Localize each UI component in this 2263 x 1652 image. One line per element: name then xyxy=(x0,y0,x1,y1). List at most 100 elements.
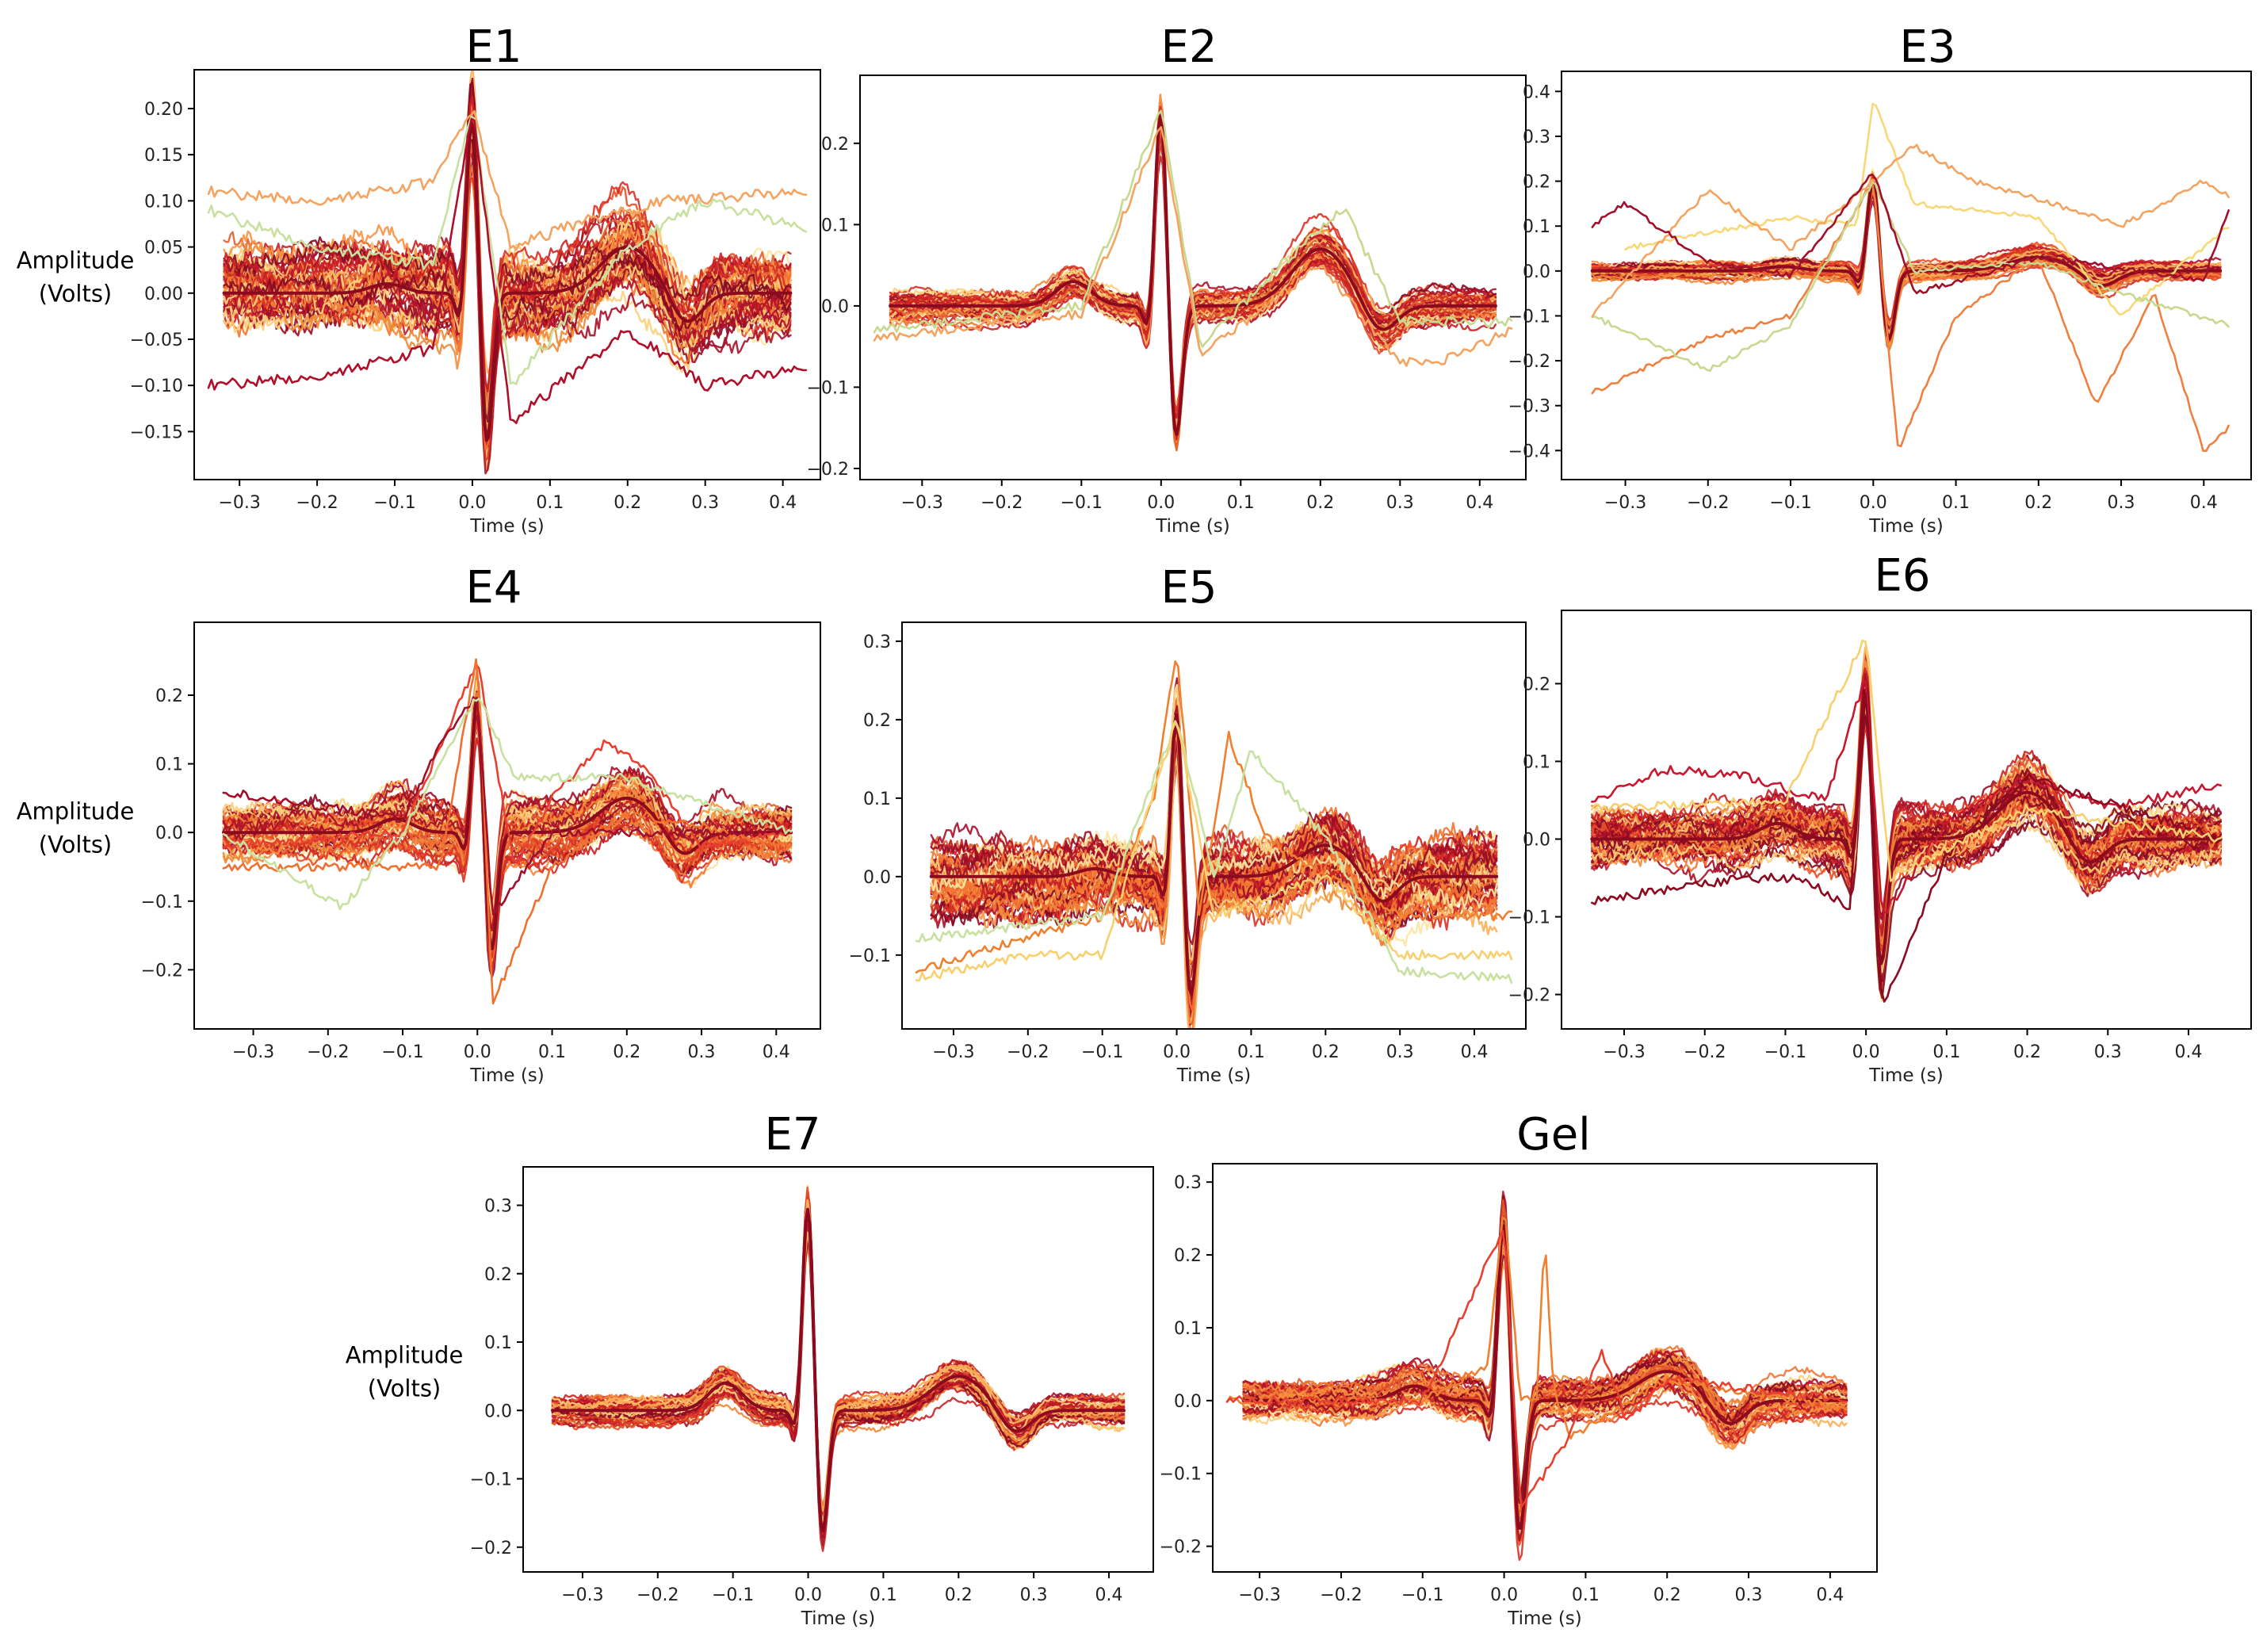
trace-line xyxy=(1591,185,2222,327)
outlier-trace-line xyxy=(1624,102,2230,316)
x-tick-label: −0.1 xyxy=(373,493,415,513)
trace-line xyxy=(551,1187,1126,1525)
trace-line xyxy=(551,1204,1126,1536)
trace-line xyxy=(1591,179,2222,335)
trace-line xyxy=(930,686,1498,961)
mean-trace-line xyxy=(551,1207,1126,1532)
trace-line xyxy=(889,113,1497,425)
trace-line xyxy=(1591,184,2222,331)
x-tick-label: 0.2 xyxy=(2013,1042,2041,1062)
x-tick-label: 0.1 xyxy=(1932,1042,1960,1062)
y-axis-label: Amplitude (Volts) xyxy=(17,247,135,308)
x-axis-label: Time (s) xyxy=(1868,516,1944,537)
x-tick-label: −0.2 xyxy=(307,1042,349,1062)
trace-line xyxy=(1591,182,2222,339)
outlier-trace-line xyxy=(915,720,1513,985)
x-axis-label: Time (s) xyxy=(1155,516,1230,537)
axes-frame xyxy=(193,69,821,480)
x-tick-label: 0.4 xyxy=(2174,1042,2202,1062)
trace-line xyxy=(551,1218,1126,1538)
panel-e6: −0.3 −0.2 −0.1 0.0 0.1 0.2 0.3 0.4 −0.2 −0.1 0.0 0.… xyxy=(1508,550,2252,1086)
trace-line xyxy=(551,1191,1126,1516)
y-tick-label: −0.4 xyxy=(1508,442,1550,461)
x-tick-label: 0.3 xyxy=(2094,1042,2122,1062)
y-tick-label: −0.2 xyxy=(470,1539,512,1558)
y-tick-label: 0.4 xyxy=(1523,82,1550,102)
y-tick-label: 0.0 xyxy=(155,824,183,843)
trace-line xyxy=(889,120,1497,411)
trace-line xyxy=(1591,182,2222,340)
trace-line xyxy=(930,708,1498,973)
trace-line xyxy=(551,1233,1126,1535)
x-tick-label: −0.1 xyxy=(712,1585,754,1605)
x-axis-label: Time (s) xyxy=(1507,1608,1582,1629)
trace-line xyxy=(889,122,1497,419)
outlier-trace-line xyxy=(222,663,793,865)
y-axis-label: Amplitude (Volts) xyxy=(346,1342,464,1402)
trace-line xyxy=(1242,1200,1848,1515)
y-tick-label: 0.00 xyxy=(144,285,183,304)
mean-trace-line xyxy=(1590,181,2223,340)
trace-line xyxy=(1591,180,2222,333)
outlier-trace-line xyxy=(222,696,793,916)
trace-line xyxy=(551,1214,1126,1520)
trace-line xyxy=(551,1218,1126,1535)
trace-line xyxy=(551,1184,1126,1512)
y-tick-label: 0.1 xyxy=(863,790,891,809)
trace-line xyxy=(1591,175,2222,339)
trace-line xyxy=(1591,694,2222,982)
trace-line xyxy=(889,135,1497,438)
trace-line xyxy=(551,1207,1126,1524)
trace-line xyxy=(223,138,792,439)
outlier-trace-line xyxy=(207,110,808,251)
trace-line xyxy=(889,124,1497,421)
trace-line xyxy=(889,132,1497,437)
y-tick-label: 0.2 xyxy=(1523,675,1550,694)
trace-line xyxy=(889,136,1497,427)
chart-title: E1 xyxy=(465,21,522,73)
x-tick-label: −0.3 xyxy=(218,493,260,513)
x-tick-label: −0.1 xyxy=(1401,1585,1443,1605)
x-tick-label: −0.2 xyxy=(1320,1585,1362,1605)
trace-line xyxy=(551,1212,1126,1520)
trace-line xyxy=(889,120,1497,429)
y-tick-label: 0.3 xyxy=(1523,128,1550,147)
trace-line xyxy=(889,132,1497,440)
axes-frame xyxy=(859,75,1527,480)
trace-line xyxy=(1591,667,2222,929)
x-axis-label: Time (s) xyxy=(1176,1065,1252,1086)
traces xyxy=(915,660,1513,1029)
x-tick-label: −0.2 xyxy=(296,493,338,513)
x-tick-label: −0.2 xyxy=(1007,1042,1049,1062)
trace-line xyxy=(223,82,792,423)
trace-line xyxy=(551,1213,1126,1506)
x-tick-label: 0.0 xyxy=(458,493,486,513)
y-tick-label: 0.2 xyxy=(155,686,183,706)
outlier-trace-line xyxy=(222,698,793,911)
panel-e1: −0.3 −0.2 −0.1 0.0 0.1 0.2 0.3 0.4 −0.15 −0.10 −0.… xyxy=(17,21,821,537)
trace-line xyxy=(1591,178,2222,339)
x-tick-label: 0.0 xyxy=(464,1042,491,1062)
traces xyxy=(1590,102,2230,453)
trace-line xyxy=(1591,180,2222,331)
trace-line xyxy=(1591,184,2222,333)
x-tick-label: 0.3 xyxy=(1386,1042,1414,1062)
trace-line xyxy=(889,133,1497,430)
trace-line xyxy=(1591,184,2222,330)
outlier-trace-line xyxy=(1591,680,2222,914)
traces xyxy=(207,70,808,475)
trace-line xyxy=(551,1240,1126,1547)
trace-line xyxy=(551,1213,1126,1524)
traces xyxy=(873,94,1513,452)
trace-line xyxy=(551,1198,1126,1515)
x-tick-label: 0.3 xyxy=(1386,493,1414,513)
trace-line xyxy=(889,120,1497,430)
trace-line xyxy=(551,1222,1126,1532)
trace-line xyxy=(1591,672,2222,920)
y-tick-label: 0.20 xyxy=(144,100,183,120)
trace-line xyxy=(551,1223,1126,1520)
trace-line xyxy=(1591,178,2222,342)
outlier-trace-line xyxy=(222,658,793,1005)
x-tick-label: 0.2 xyxy=(1312,1042,1340,1062)
trace-line xyxy=(889,110,1497,412)
